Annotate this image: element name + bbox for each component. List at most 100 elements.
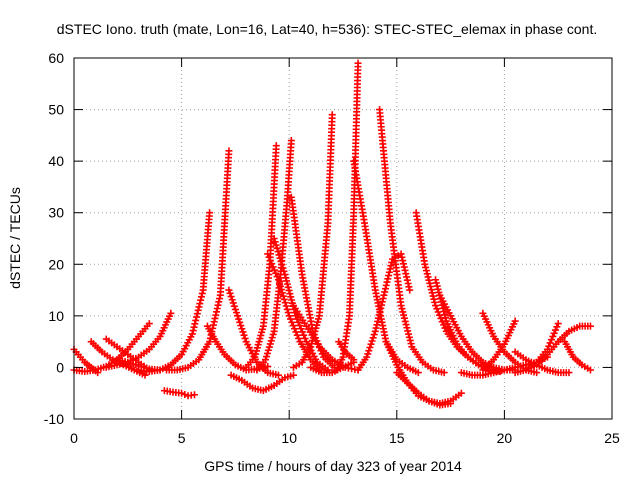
data-point (269, 330, 277, 338)
series-track (354, 250, 414, 374)
chart-title: dSTEC Iono. truth (mate, Lon=16, Lat=40,… (57, 21, 597, 37)
series-track (242, 142, 280, 371)
data-point (285, 312, 293, 320)
data-point (275, 251, 283, 259)
data-point (441, 311, 449, 319)
data-point (181, 391, 189, 399)
data-point (264, 362, 272, 370)
y-tick-label: 30 (48, 205, 64, 221)
data-point (368, 337, 376, 345)
data-point (230, 302, 238, 310)
data-point (284, 283, 292, 291)
x-tick-label: 0 (70, 430, 78, 446)
data-point (284, 309, 292, 317)
data-point (301, 334, 309, 342)
data-point (197, 296, 205, 304)
data-point (289, 322, 297, 330)
data-point (543, 345, 551, 353)
data-point (293, 331, 301, 339)
tick-labels: 0 5 10 15 20 25 -10 0 10 20 30 40 50 60 (44, 50, 620, 446)
data-point (426, 279, 434, 287)
data-point (272, 142, 280, 150)
data-point (264, 346, 272, 354)
series-track (522, 320, 562, 373)
data-point (276, 254, 284, 262)
series-track (160, 387, 199, 400)
series-track (393, 369, 455, 409)
data-point (293, 315, 301, 323)
data-point (422, 263, 430, 271)
data-point (197, 293, 205, 301)
data-point (226, 289, 234, 297)
data-point (265, 253, 273, 261)
data-point (236, 318, 244, 326)
data-point (295, 334, 303, 342)
data-point (287, 315, 295, 323)
data-point (279, 264, 287, 272)
data-point (268, 334, 276, 342)
y-tick-label: 60 (48, 50, 64, 66)
data-point (423, 270, 431, 278)
data-point (271, 238, 279, 246)
data-point (553, 323, 561, 331)
data-point (291, 325, 299, 333)
data-point (272, 241, 280, 249)
data-point (283, 280, 291, 288)
data-point (274, 371, 282, 379)
series-track (412, 209, 483, 369)
x-tick-label: 25 (604, 430, 620, 446)
data-point (549, 332, 557, 340)
data-point (292, 312, 300, 320)
data-point (400, 311, 408, 319)
data-point (281, 271, 289, 279)
data-point (429, 292, 437, 300)
series-track (70, 320, 153, 376)
data-point (141, 371, 149, 379)
series-track (270, 235, 332, 374)
data-point (240, 331, 248, 339)
data-point (292, 328, 300, 336)
data-point (550, 329, 558, 337)
data-point (586, 366, 594, 374)
data-point (440, 369, 448, 377)
data-point (273, 244, 281, 252)
data-point (275, 279, 283, 287)
series-track (479, 317, 519, 374)
data-point (401, 317, 409, 325)
data-point (366, 343, 374, 351)
data-series (70, 59, 594, 409)
data-point (406, 286, 414, 294)
data-point (565, 369, 573, 377)
data-point (533, 369, 541, 377)
series-track (376, 106, 448, 377)
y-axis-title: dSTEC / TECUs (7, 187, 23, 289)
data-point (241, 334, 249, 342)
data-point (277, 257, 285, 265)
data-point (189, 327, 197, 335)
data-point (263, 349, 271, 357)
axis-ticks (73, 57, 613, 420)
series-track (135, 209, 214, 376)
data-point (424, 273, 432, 281)
data-point (404, 327, 412, 335)
data-point (400, 314, 408, 322)
data-point (266, 256, 274, 264)
data-point (262, 356, 270, 364)
data-point (440, 321, 448, 329)
series-track (227, 371, 298, 395)
data-point (287, 137, 295, 145)
data-point (282, 274, 290, 282)
data-point (298, 328, 306, 336)
data-point (280, 295, 288, 303)
series-track (561, 338, 594, 374)
data-point (403, 324, 411, 332)
data-point (432, 279, 440, 287)
data-point (296, 322, 304, 330)
data-point (288, 318, 296, 326)
series-track (163, 147, 233, 374)
data-point (405, 330, 413, 338)
data-point (433, 305, 441, 313)
data-point (234, 312, 242, 320)
data-point (225, 286, 233, 294)
data-point (367, 340, 375, 348)
